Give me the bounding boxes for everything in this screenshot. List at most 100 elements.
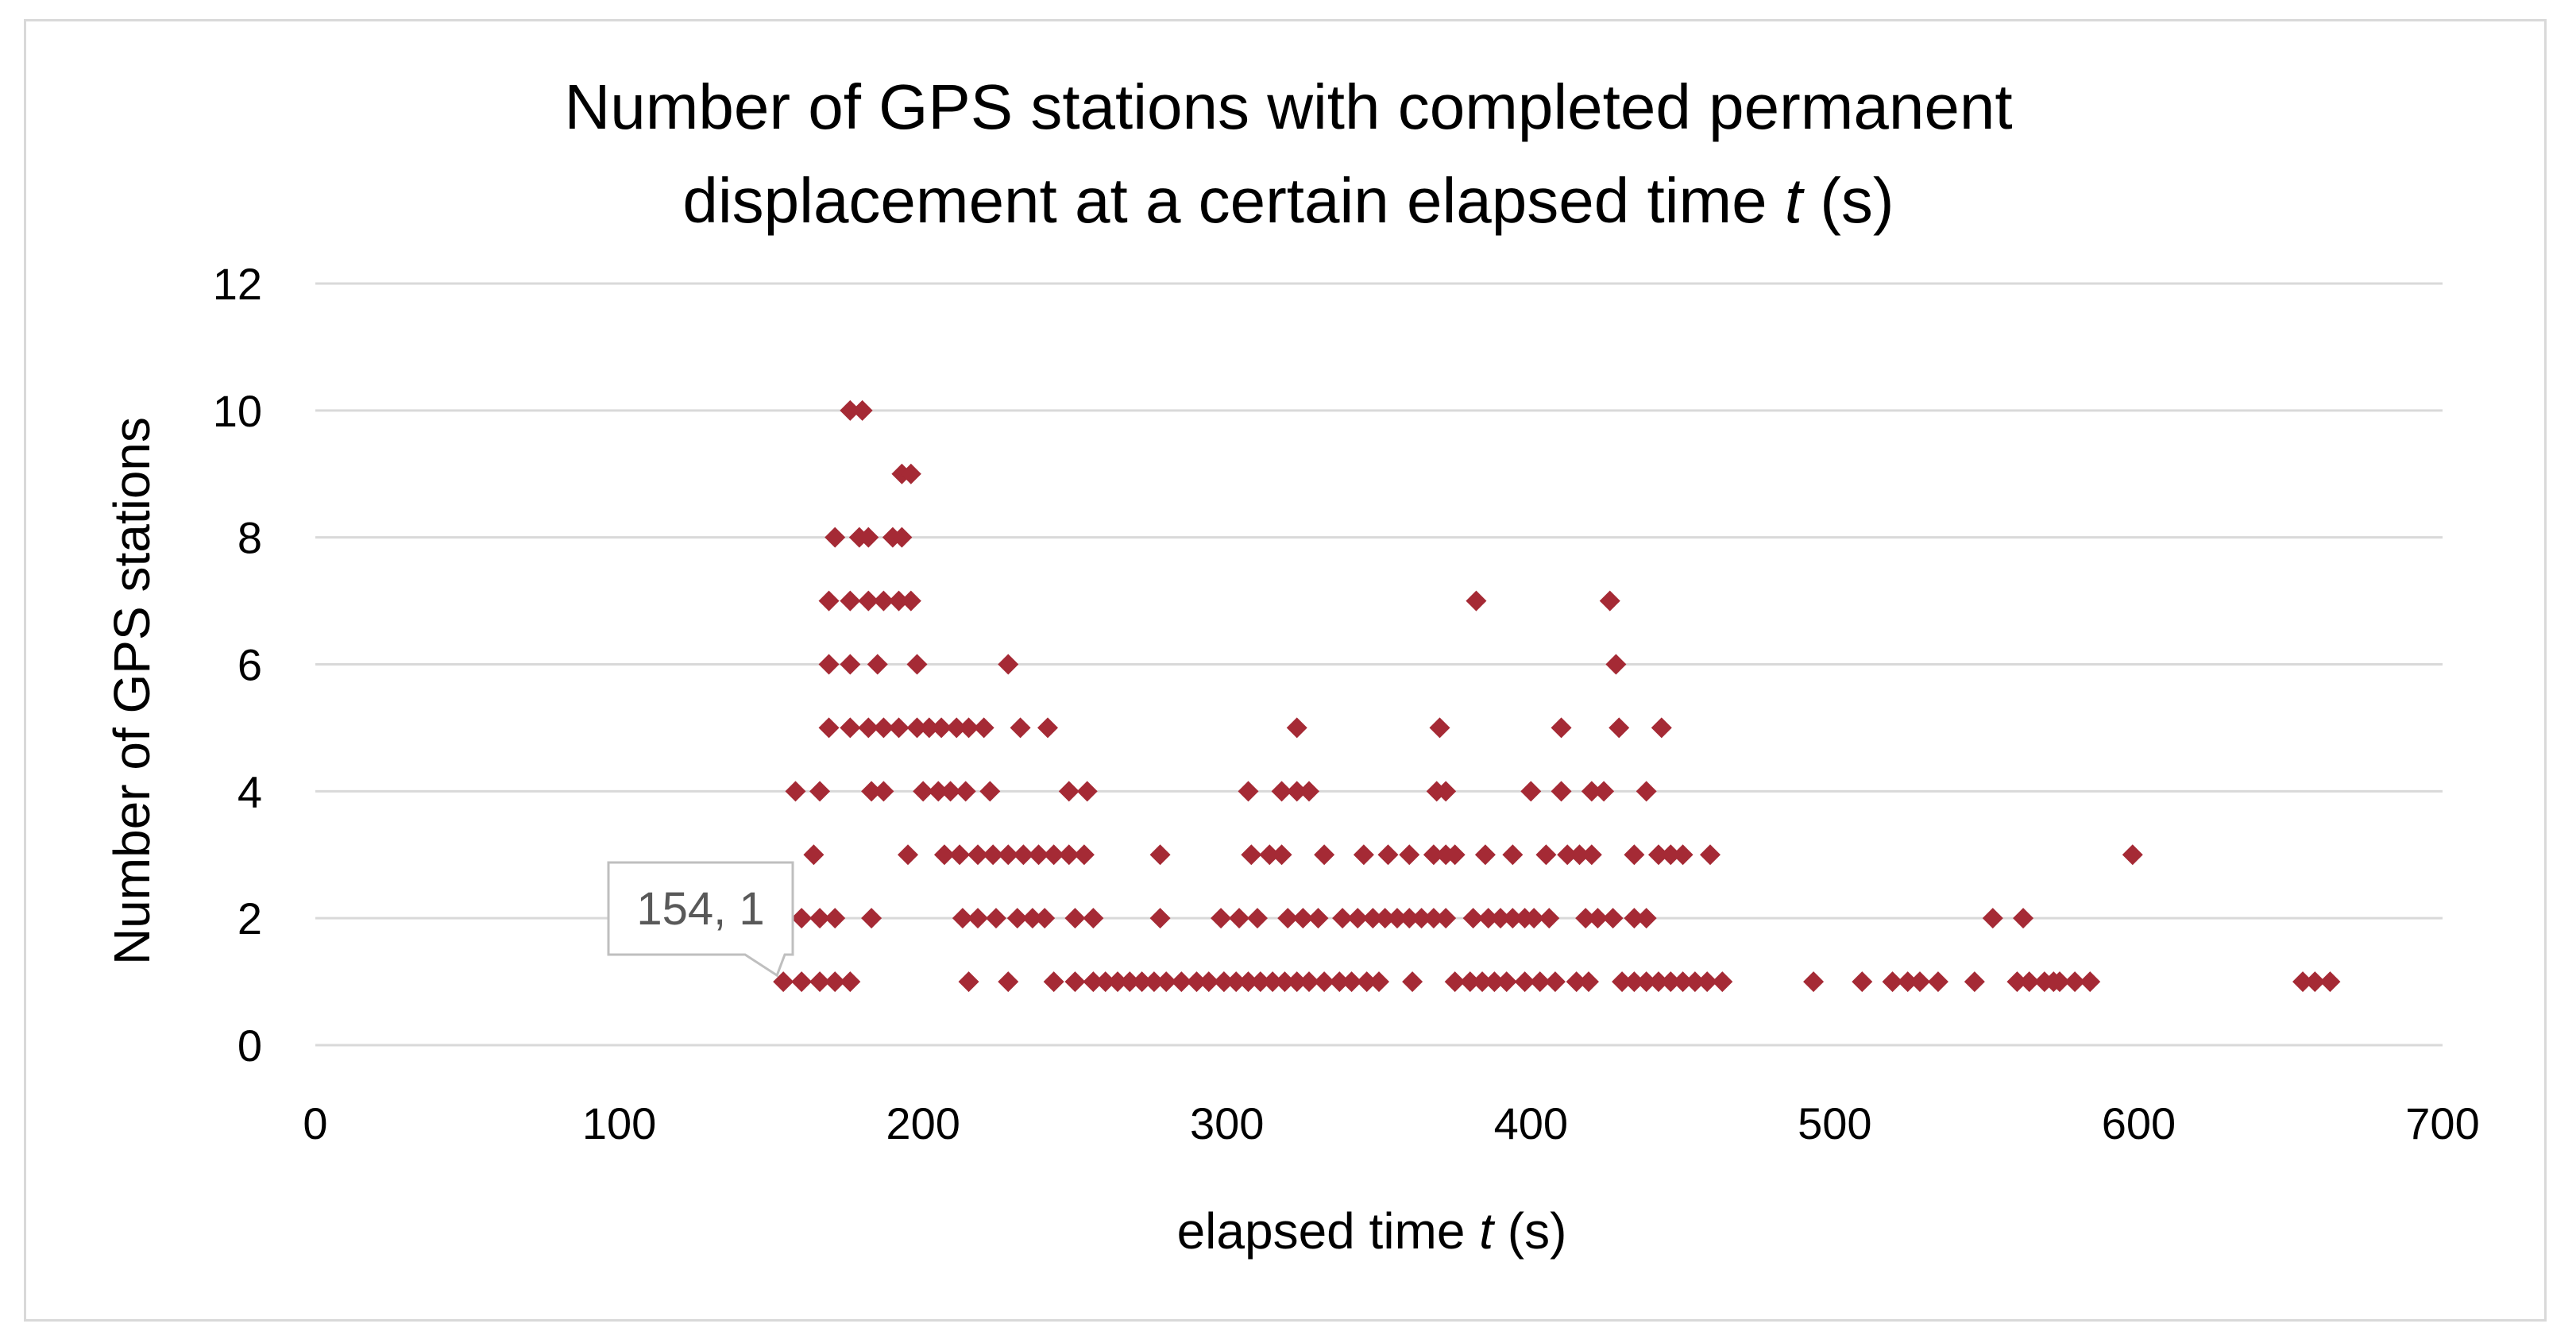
data-point [1435,781,1457,802]
data-point [1013,844,1034,866]
data-point [1286,717,1307,739]
data-point [840,971,861,993]
data-point [1484,971,1505,993]
data-point [1119,971,1141,993]
data-point [1374,908,1396,929]
data-point [1076,781,1098,802]
data-point [861,781,882,802]
data-point [2018,971,2040,993]
data-point [818,590,840,612]
data-point [1198,971,1219,993]
data-point [1083,971,1104,993]
data-point [1010,717,1031,739]
data-point [873,717,894,739]
data-point [861,908,882,929]
callout-label: 154, 1 [636,883,764,935]
data-point [1064,971,1086,993]
data-point [1423,908,1444,929]
data-point [1700,844,1721,866]
data-point [1043,971,1064,993]
data-point [1529,971,1551,993]
data-point [1229,908,1250,929]
data-point [858,590,879,612]
data-point [1037,717,1058,739]
data-point [1569,844,1590,866]
data-point [967,908,989,929]
data-point [983,844,1004,866]
data-point [1551,781,1572,802]
data-point [1171,971,1192,993]
data-point [1286,971,1307,993]
data-point [809,781,831,802]
data-point [1647,844,1669,866]
data-point [1605,654,1627,675]
data-point [1544,971,1566,993]
x-axis-ticks: 0 100 200 300 400 500 600 700 [303,1098,2479,1148]
data-point [1581,781,1602,802]
x-tick-label: 400 [1494,1098,1568,1148]
data-point [818,654,840,675]
data-point [825,527,846,548]
data-point [1909,971,1930,993]
y-tick-label: 2 [238,893,262,943]
data-point [2292,971,2314,993]
data-point [1083,908,1104,929]
data-point [1982,908,2003,929]
data-point [1246,908,1268,929]
data-point [2122,844,2143,866]
data-point [858,527,879,548]
data-point [1472,971,1493,993]
data-point [1149,908,1171,929]
y-axis-label: Number of GPS stations [103,417,160,965]
data-point [1520,781,1542,802]
data-point [998,654,1019,675]
data-point [928,781,949,802]
data-point [1156,971,1177,993]
data-point [1249,971,1271,993]
data-point [1314,971,1335,993]
data-point [1712,971,1733,993]
data-point [940,781,961,802]
data-point [852,399,873,421]
data-point [906,654,928,675]
data-point [1624,844,1645,866]
data-point [1299,781,1320,802]
data-point [2006,971,2028,993]
data-callout: 154, 1 [607,861,794,978]
data-point [1624,971,1645,993]
data-point [867,654,888,675]
data-point [1524,908,1545,929]
data-point [1551,717,1572,739]
data-point [1897,971,1918,993]
data-point [906,717,928,739]
data-point [1329,971,1350,993]
data-point [918,717,940,739]
data-point [1602,908,1624,929]
data-point [1593,781,1615,802]
data-point [1927,971,1948,993]
data-point [1660,971,1682,993]
data-point [1474,844,1496,866]
data-point [873,590,894,612]
data-point [1341,971,1362,993]
data-point [1477,908,1499,929]
chart-title: Number of GPS stations with completed pe… [564,71,2012,236]
data-point [952,908,973,929]
y-tick-label: 8 [238,513,262,563]
y-tick-label: 12 [213,259,262,309]
chart-title-line-1: Number of GPS stations with completed pe… [564,71,2012,142]
data-point [1058,781,1079,802]
data-point [933,844,955,866]
data-point [1314,844,1335,866]
data-point [2064,971,2086,993]
data-point [1226,971,1247,993]
data-point [1411,908,1432,929]
data-point [840,654,861,675]
data-point [2013,908,2034,929]
data-point [888,717,910,739]
data-point [1064,908,1086,929]
data-point [2319,971,2341,993]
data-point [818,717,840,739]
data-point [898,844,919,866]
data-point [949,844,971,866]
